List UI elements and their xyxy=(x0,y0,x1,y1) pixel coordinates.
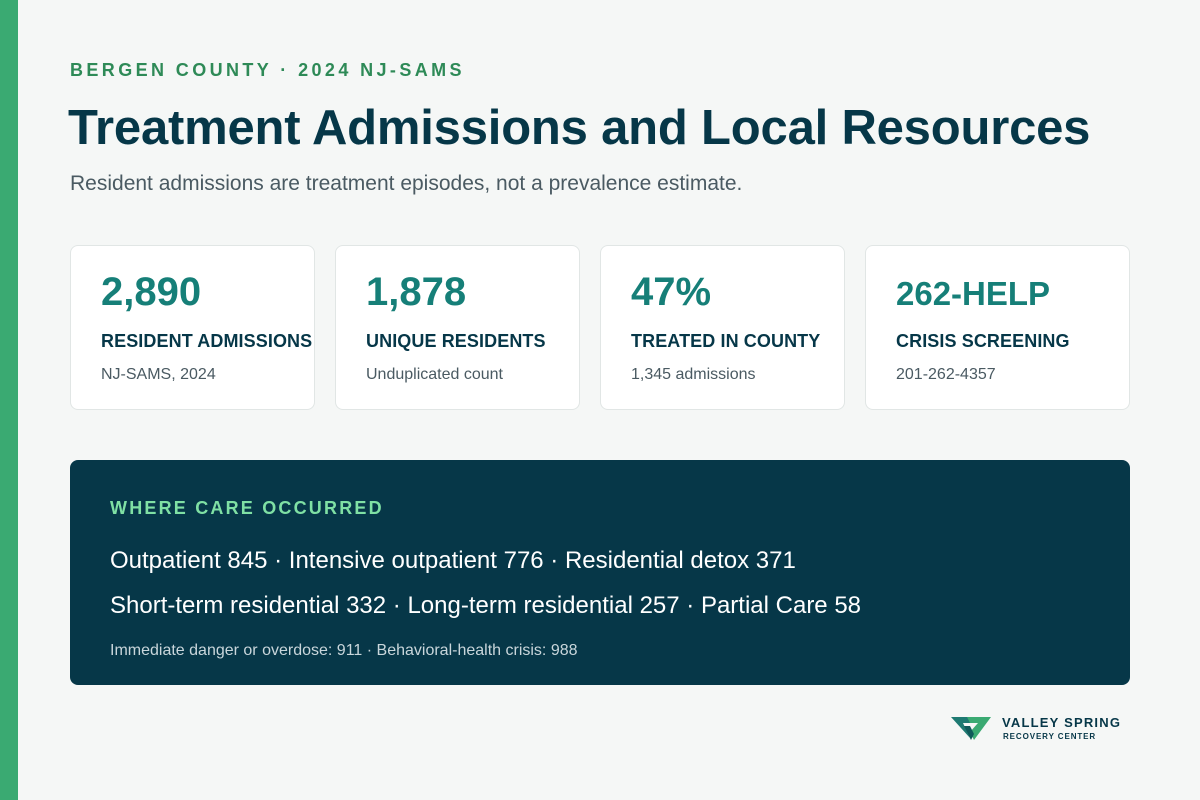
stat-card-resident-admissions: 2,890 RESIDENT ADMISSIONS NJ-SAMS, 2024 xyxy=(70,245,315,410)
emergency-footnote: Immediate danger or overdose: 911 · Beha… xyxy=(110,642,578,659)
valley-spring-logo: VALLEY SPRING RECOVERY CENTER xyxy=(950,714,1130,744)
stat-value: 262-HELP xyxy=(896,275,1051,312)
stat-label: RESIDENT ADMISSIONS xyxy=(101,331,313,351)
stat-note: NJ-SAMS, 2024 xyxy=(101,366,216,383)
care-location-panel: WHERE CARE OCCURRED Outpatient 845 · Int… xyxy=(70,460,1130,685)
stat-note: 1,345 admissions xyxy=(631,366,756,383)
eyebrow-label: BERGEN COUNTY · 2024 NJ-SAMS xyxy=(70,60,465,80)
stat-note: Unduplicated count xyxy=(366,366,503,383)
stat-label: UNIQUE RESIDENTS xyxy=(366,331,546,351)
stat-card-crisis-screening: 262-HELP CRISIS SCREENING 201-262-4357 xyxy=(865,245,1130,410)
stat-card-treated-in-county: 47% TREATED IN COUNTY 1,345 admissions xyxy=(600,245,845,410)
page-title: Treatment Admissions and Local Resources xyxy=(68,101,1091,155)
logo-subtitle: RECOVERY CENTER xyxy=(1003,732,1097,741)
stat-value: 1,878 xyxy=(366,270,467,314)
care-breakdown-line-2: Short-term residential 332 · Long-term r… xyxy=(110,592,862,619)
page-subtitle: Resident admissions are treatment episod… xyxy=(70,172,743,195)
stat-label: CRISIS SCREENING xyxy=(896,331,1070,351)
left-accent-bar xyxy=(0,0,18,800)
care-breakdown-line-1: Outpatient 845 · Intensive outpatient 77… xyxy=(110,547,796,574)
stat-card-unique-residents: 1,878 UNIQUE RESIDENTS Unduplicated coun… xyxy=(335,245,580,410)
stat-value: 2,890 xyxy=(101,270,202,314)
stat-value: 47% xyxy=(631,270,712,314)
panel-heading: WHERE CARE OCCURRED xyxy=(110,498,384,518)
stat-label: TREATED IN COUNTY xyxy=(631,331,821,351)
logo-name: VALLEY SPRING xyxy=(1002,715,1122,730)
valley-spring-logo-icon xyxy=(951,717,991,740)
stat-note: 201-262-4357 xyxy=(896,366,996,383)
